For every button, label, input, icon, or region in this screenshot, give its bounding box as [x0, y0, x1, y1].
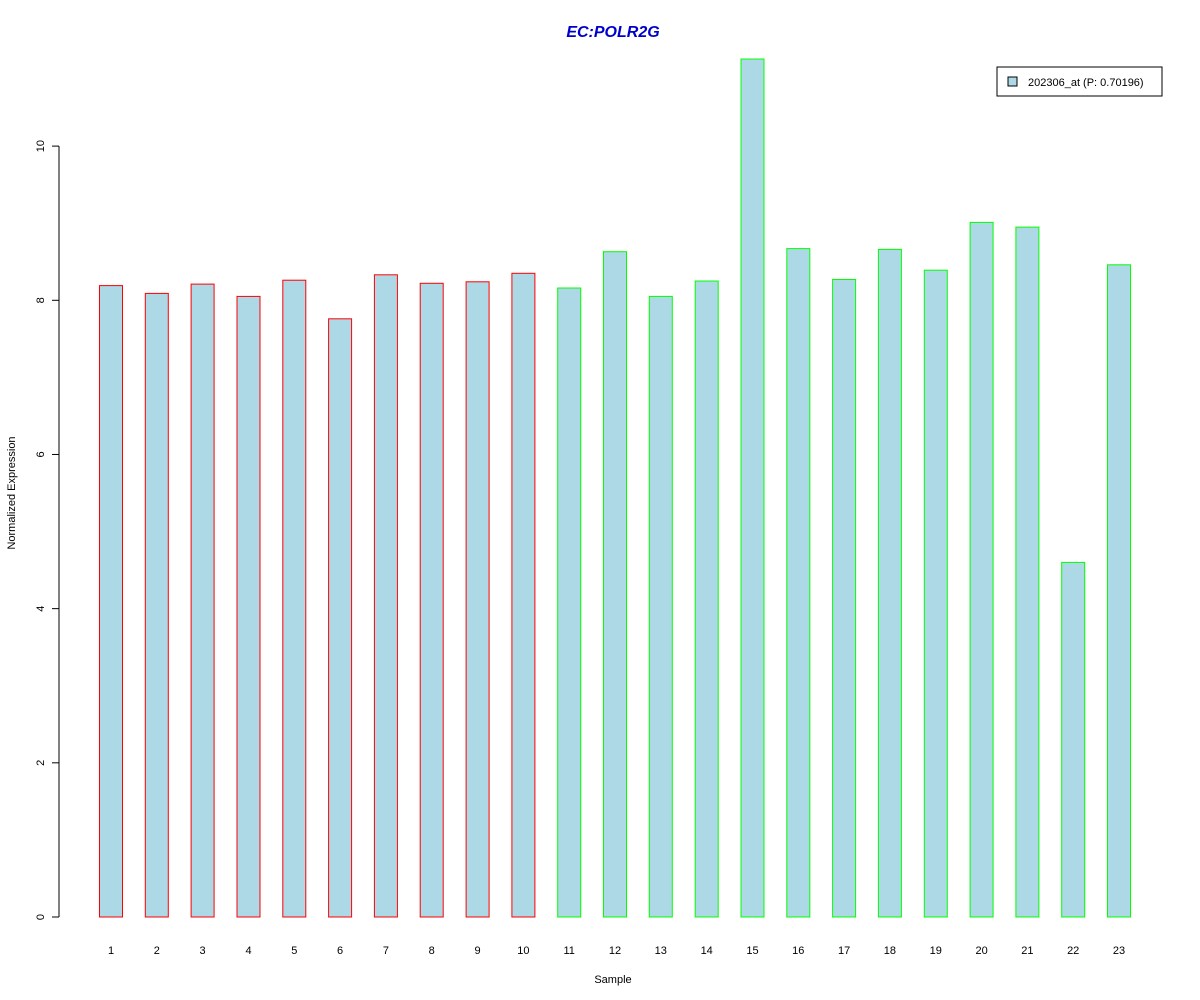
x-tick-label: 9	[475, 945, 481, 957]
y-tick-label: 0	[35, 914, 47, 920]
bar-sample-4	[236, 295, 261, 918]
bars-group	[99, 58, 1131, 918]
x-tick-label: 22	[1067, 945, 1079, 957]
bar-sample-8	[419, 282, 444, 918]
x-tick-label: 1	[108, 945, 114, 957]
x-tick-label: 23	[1113, 945, 1125, 957]
bar-sample-19	[923, 269, 948, 918]
x-tick-label: 10	[517, 945, 529, 957]
x-tick-label: 2	[154, 945, 160, 957]
bar-sample-6	[328, 318, 353, 918]
bar-sample-14	[694, 280, 719, 918]
bar-sample-10	[511, 272, 536, 918]
chart-title: EC:POLR2G	[566, 24, 659, 41]
x-tick-label: 21	[1021, 945, 1033, 957]
bar-sample-12	[603, 251, 627, 918]
bar-sample-3	[190, 283, 215, 918]
x-axis-label: Sample	[594, 974, 631, 986]
x-tick-label: 18	[884, 945, 896, 957]
bar-sample-7	[373, 274, 398, 918]
bar-sample-13	[648, 295, 673, 918]
legend-label: 202306_at (P: 0.70196)	[1028, 77, 1144, 89]
x-tick-label: 14	[701, 945, 713, 957]
bar-sample-2	[144, 292, 169, 918]
x-tick-label: 7	[383, 945, 389, 957]
x-tick-label: 11	[563, 945, 574, 957]
bar-sample-18	[877, 248, 902, 918]
x-tick-label: 3	[200, 945, 206, 957]
legend-swatch	[1007, 76, 1018, 87]
bar-sample-16	[786, 248, 811, 918]
x-tick-label: 19	[930, 945, 942, 957]
x-tick-labels: 1 2 3 4 5 6 7 8 9 10 11 12 13 14 15 16 17 18 19 20 21 22 23	[108, 945, 1125, 957]
bar-sample-20	[969, 221, 994, 918]
bar-sample-23	[1107, 264, 1131, 918]
legend: 202306_at (P: 0.70196)	[996, 66, 1163, 97]
x-tick-label: 15	[746, 945, 758, 957]
y-tick-label: 8	[35, 297, 47, 303]
x-tick-label: 13	[655, 945, 667, 957]
bar-sample-5	[282, 279, 307, 918]
x-tick-label: 5	[291, 945, 297, 957]
bar-sample-21	[1015, 226, 1040, 918]
x-tick-label: 6	[337, 945, 343, 957]
bar-sample-11	[557, 287, 582, 918]
bar-sample-17	[832, 279, 857, 918]
y-axis: 0 2 4 6 8 10	[35, 140, 60, 920]
x-tick-label: 4	[245, 945, 251, 957]
bar-sample-1	[99, 285, 123, 918]
x-tick-label: 8	[429, 945, 435, 957]
x-tick-label: 12	[609, 945, 621, 957]
x-tick-label: 17	[838, 945, 850, 957]
y-tick-label: 2	[35, 760, 47, 766]
bar-sample-15	[740, 58, 765, 918]
y-axis-label: Normalized Expression	[6, 436, 18, 549]
bar-sample-22	[1061, 561, 1086, 918]
bar-sample-9	[465, 281, 490, 918]
y-tick-label: 4	[35, 606, 47, 612]
legend-box	[996, 66, 1163, 97]
y-tick-label: 6	[35, 451, 47, 457]
y-tick-label: 10	[35, 140, 47, 152]
x-tick-label: 20	[975, 945, 987, 957]
x-tick-label: 16	[792, 945, 804, 957]
